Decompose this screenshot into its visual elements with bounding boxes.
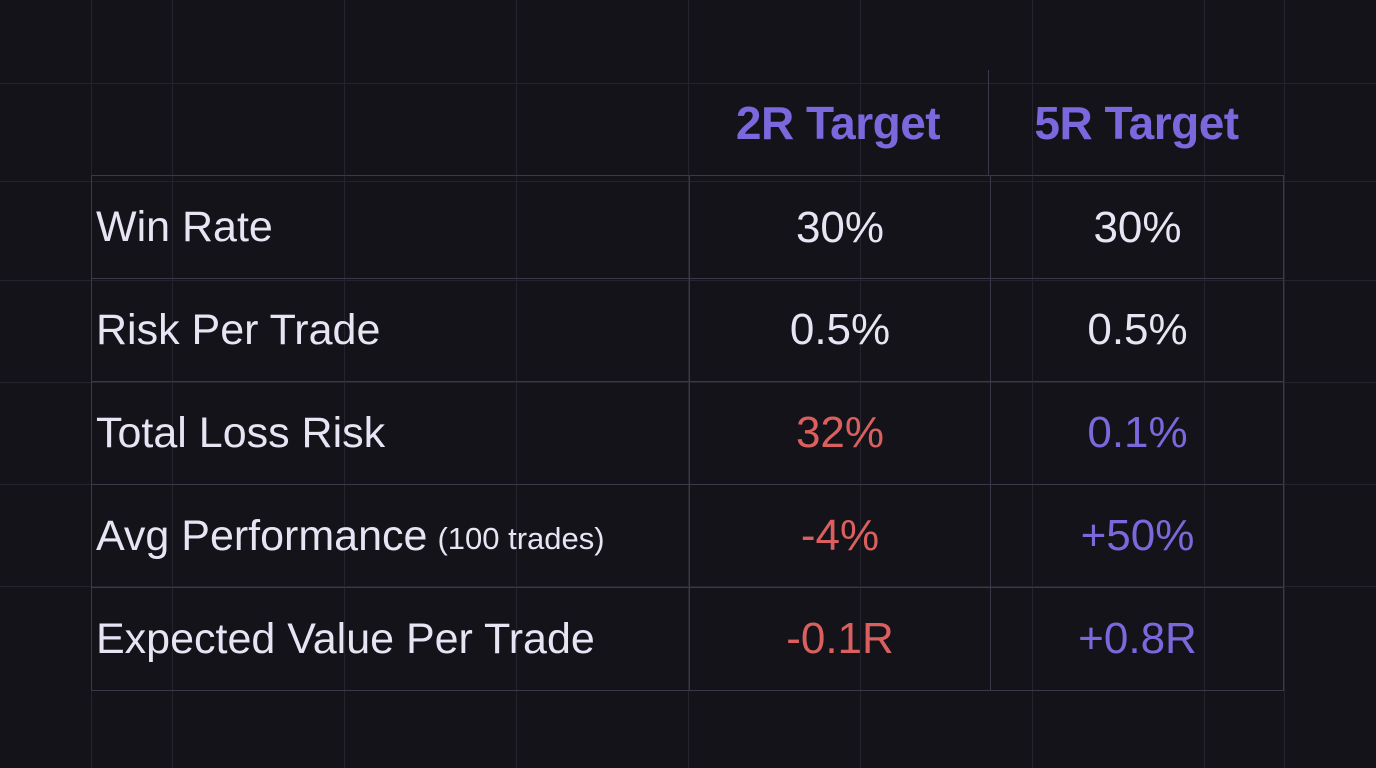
column-header-5r: 5R Target [989, 70, 1284, 175]
value-text: 0.5% [1087, 305, 1188, 354]
table-row-expected-value: Expected Value Per Trade -0.1R +0.8R [92, 587, 1283, 690]
row-label: Avg Performance (100 trades) [92, 485, 689, 587]
grid-line [1032, 0, 1033, 768]
value-5r: 0.5% [990, 279, 1284, 381]
column-header-label: 5R Target [1034, 96, 1239, 149]
grid-line [0, 382, 1376, 383]
header-divider [988, 70, 989, 175]
value-text: -4% [800, 511, 880, 560]
grid-line [344, 0, 345, 768]
grid-line [1284, 0, 1285, 768]
value-text: 0.1% [1087, 408, 1188, 457]
value-text: 32% [795, 408, 885, 457]
grid-line [0, 586, 1376, 587]
grid-line [0, 83, 1376, 84]
table-row-avg-performance: Avg Performance (100 trades) -4% +50% [92, 484, 1283, 587]
grid-line [860, 0, 861, 768]
value-5r: 30% [990, 176, 1284, 279]
column-header-2r: 2R Target [688, 70, 988, 175]
value-2r: 32% [689, 382, 990, 484]
value-text: 0.5% [789, 305, 891, 354]
value-2r: 30% [689, 176, 990, 279]
row-label: Win Rate [92, 176, 689, 279]
value-text: 30% [1093, 202, 1182, 252]
table-row-risk-per-trade: Risk Per Trade 0.5% 0.5% [92, 278, 1283, 381]
table-row-win-rate: Win Rate 30% 30% [92, 176, 1283, 279]
table-row-total-loss-risk: Total Loss Risk 32% 0.1% [92, 381, 1283, 484]
value-5r: +0.8R [990, 588, 1284, 690]
row-label-text: Total Loss Risk [96, 408, 386, 457]
grid-line [688, 0, 689, 768]
row-sublabel-text: (100 trades) [437, 521, 605, 556]
value-2r: -0.1R [689, 588, 990, 690]
grid-line [172, 0, 173, 768]
row-label: Risk Per Trade [92, 279, 689, 381]
value-2r: 0.5% [689, 279, 990, 381]
row-label-text: Risk Per Trade [96, 305, 381, 354]
row-label-text: Avg Performance [96, 511, 428, 560]
value-5r: +50% [990, 485, 1284, 587]
row-label-text: Win Rate [96, 203, 273, 251]
value-5r: 0.1% [990, 382, 1284, 484]
value-text: +0.8R [1078, 614, 1197, 663]
value-text: -0.1R [786, 614, 894, 663]
column-header-label: 2R Target [735, 96, 941, 149]
value-text: +50% [1080, 511, 1195, 560]
grid-line [1204, 0, 1205, 768]
grid-line [516, 0, 517, 768]
row-label-text: Expected Value Per Trade [96, 614, 595, 663]
comparison-table: Win Rate 30% 30% Risk Per Trade 0.5% 0.5… [91, 175, 1284, 691]
row-label: Total Loss Risk [92, 382, 689, 484]
row-label: Expected Value Per Trade [92, 588, 689, 690]
grid-line [0, 181, 1376, 182]
value-text: 30% [795, 202, 885, 252]
grid-line [0, 280, 1376, 281]
value-2r: -4% [689, 485, 990, 587]
